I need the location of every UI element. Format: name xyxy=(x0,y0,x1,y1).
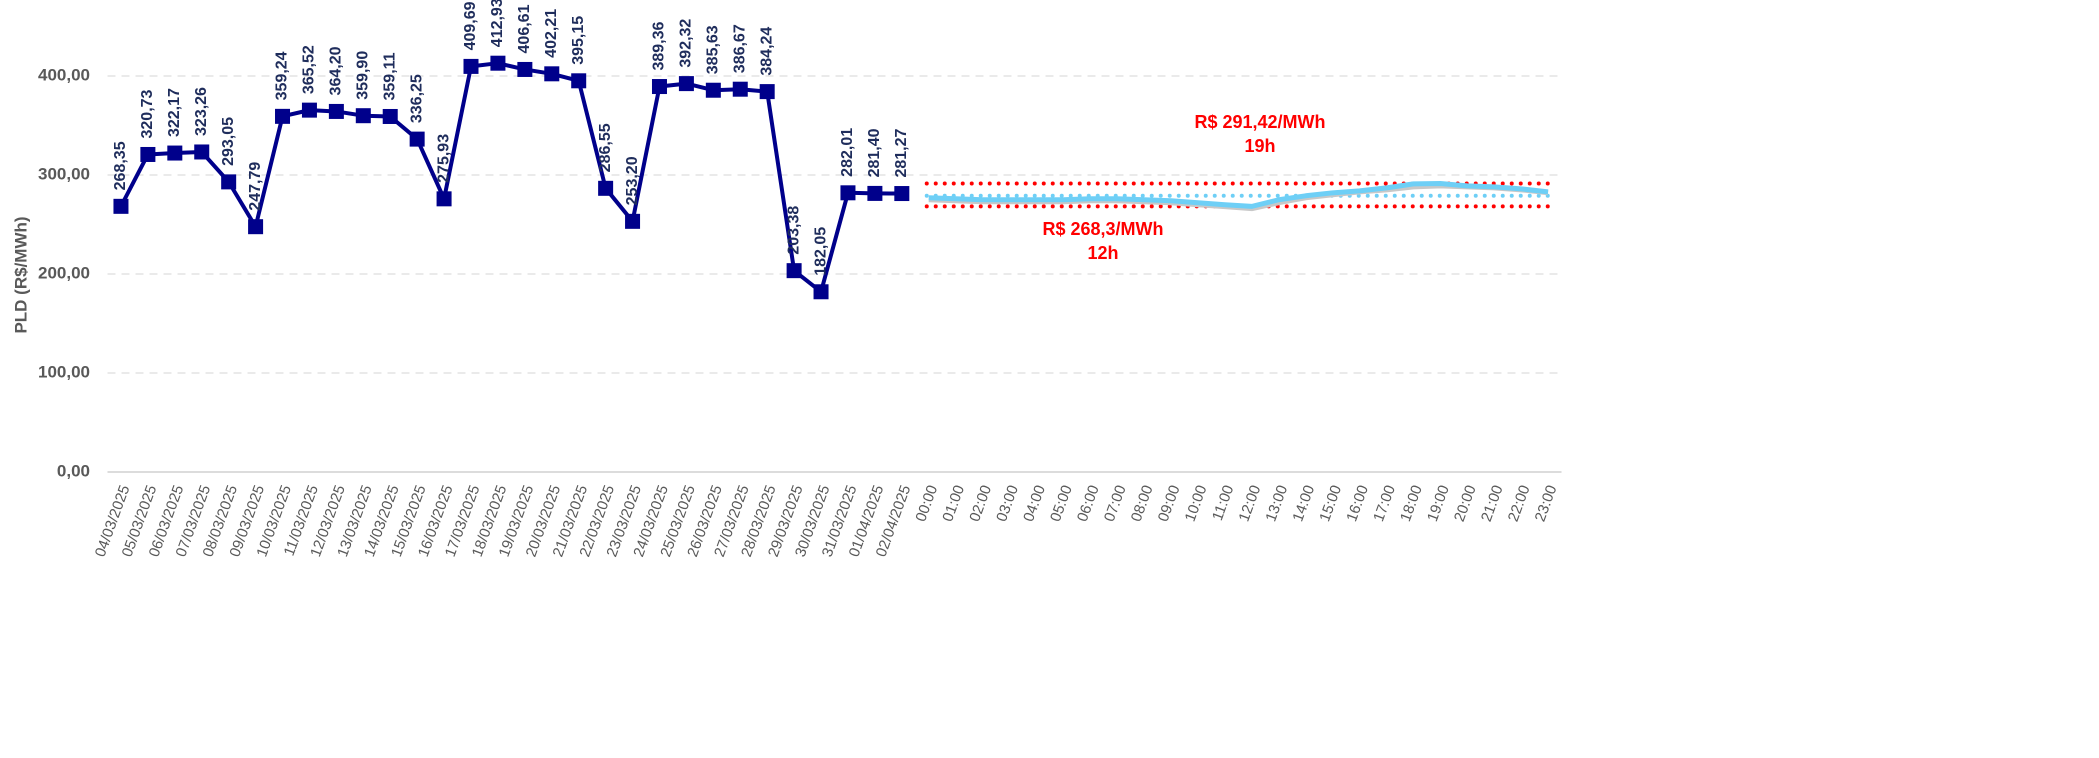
marker xyxy=(732,81,748,97)
data-label: 182,05 xyxy=(812,227,829,276)
marker xyxy=(867,185,883,201)
y-tick-label: 100,00 xyxy=(38,362,90,381)
data-label: 389,36 xyxy=(651,21,668,70)
marker xyxy=(382,108,398,124)
data-label: 392,32 xyxy=(678,19,695,68)
x-tick-label: 14:00 xyxy=(1289,483,1318,524)
marker xyxy=(786,263,802,279)
data-label: 281,27 xyxy=(893,129,910,178)
x-tick-label: 12:00 xyxy=(1236,483,1265,524)
data-label: 293,05 xyxy=(220,117,237,166)
marker xyxy=(517,61,533,77)
data-label: 409,69 xyxy=(462,1,479,50)
data-label: 247,79 xyxy=(247,162,264,211)
x-tick-label: 20:00 xyxy=(1451,483,1480,524)
marker xyxy=(355,108,371,124)
data-label: 386,67 xyxy=(731,24,748,73)
x-tick-label: 03:00 xyxy=(993,483,1022,524)
marker xyxy=(813,284,829,300)
x-tick-label: 08:00 xyxy=(1128,483,1157,524)
x-tick-label: 11:00 xyxy=(1209,483,1237,523)
y-tick-label: 200,00 xyxy=(38,263,90,282)
marker xyxy=(705,82,721,98)
marker xyxy=(221,174,237,190)
marker xyxy=(894,186,910,202)
x-tick-label: 13:00 xyxy=(1262,483,1291,524)
annotation-sub: 19h xyxy=(1244,136,1275,156)
data-label: 322,17 xyxy=(166,88,183,137)
data-label: 412,93 xyxy=(489,0,506,47)
marker xyxy=(544,66,560,82)
data-label: 385,63 xyxy=(705,25,722,74)
data-label: 359,24 xyxy=(274,51,291,100)
marker xyxy=(194,144,210,160)
data-label: 359,90 xyxy=(355,51,372,100)
marker xyxy=(248,219,264,235)
data-label: 406,61 xyxy=(516,4,533,53)
x-tick-label: 06:00 xyxy=(1074,483,1103,524)
annotation: R$ 268,3/MWh xyxy=(1042,219,1163,239)
x-tick-label: 21:00 xyxy=(1478,483,1507,524)
x-tick-label: 07:00 xyxy=(1101,483,1130,524)
x-tick-label: 02:00 xyxy=(966,483,995,524)
x-tick-label: 05:00 xyxy=(1047,483,1076,524)
marker xyxy=(328,103,344,119)
marker xyxy=(651,79,667,95)
annotation: R$ 291,42/MWh xyxy=(1194,112,1325,132)
x-tick-label: 15:00 xyxy=(1316,483,1345,524)
data-label: 384,24 xyxy=(758,27,775,76)
data-label: 365,52 xyxy=(301,45,318,94)
x-tick-label: 19:00 xyxy=(1424,483,1453,524)
x-tick-label: 01:00 xyxy=(939,483,968,524)
series-line xyxy=(928,180,1549,209)
x-tick-label: 10:00 xyxy=(1182,483,1211,524)
annotation-sub: 12h xyxy=(1087,243,1118,263)
y-tick-label: 0,00 xyxy=(57,461,90,480)
marker xyxy=(490,55,506,71)
y-tick-label: 400,00 xyxy=(38,65,90,84)
data-label: 286,55 xyxy=(597,123,614,172)
marker xyxy=(759,84,775,100)
y-tick-label: 300,00 xyxy=(38,164,90,183)
x-tick-label: 09:00 xyxy=(1155,483,1184,524)
data-label: 320,73 xyxy=(139,89,156,138)
marker xyxy=(167,145,183,161)
x-tick-label: 16:00 xyxy=(1343,483,1372,524)
data-label: 281,40 xyxy=(866,128,883,177)
data-label: 364,20 xyxy=(328,46,345,95)
data-label: 203,38 xyxy=(785,206,802,255)
data-label: 268,35 xyxy=(112,141,129,190)
marker xyxy=(463,58,479,74)
data-label: 253,20 xyxy=(624,156,641,205)
marker xyxy=(275,108,291,124)
marker xyxy=(301,102,317,118)
data-label: 275,93 xyxy=(435,134,452,183)
marker xyxy=(409,131,425,147)
x-tick-label: 17:00 xyxy=(1370,483,1399,524)
marker xyxy=(678,76,694,92)
x-tick-label: 22:00 xyxy=(1505,483,1534,524)
y-axis-label: PLD (R$/MWh) xyxy=(11,216,30,333)
data-label: 359,11 xyxy=(381,52,398,100)
x-tick-label: 23:00 xyxy=(1532,483,1561,524)
marker xyxy=(113,198,129,214)
marker xyxy=(140,146,156,162)
marker xyxy=(840,185,856,201)
data-label: 395,15 xyxy=(570,16,587,65)
marker xyxy=(625,213,641,229)
data-label: 402,21 xyxy=(543,9,560,58)
x-tick-label: 04:00 xyxy=(1020,483,1049,524)
x-tick-label: 18:00 xyxy=(1397,483,1426,524)
data-label: 336,25 xyxy=(408,74,425,123)
data-label: 323,26 xyxy=(193,87,210,136)
marker xyxy=(571,73,587,89)
marker xyxy=(598,180,614,196)
series-line xyxy=(119,61,902,294)
x-tick-label: 00:00 xyxy=(912,483,941,524)
marker xyxy=(436,191,452,207)
data-label: 282,01 xyxy=(839,128,856,177)
